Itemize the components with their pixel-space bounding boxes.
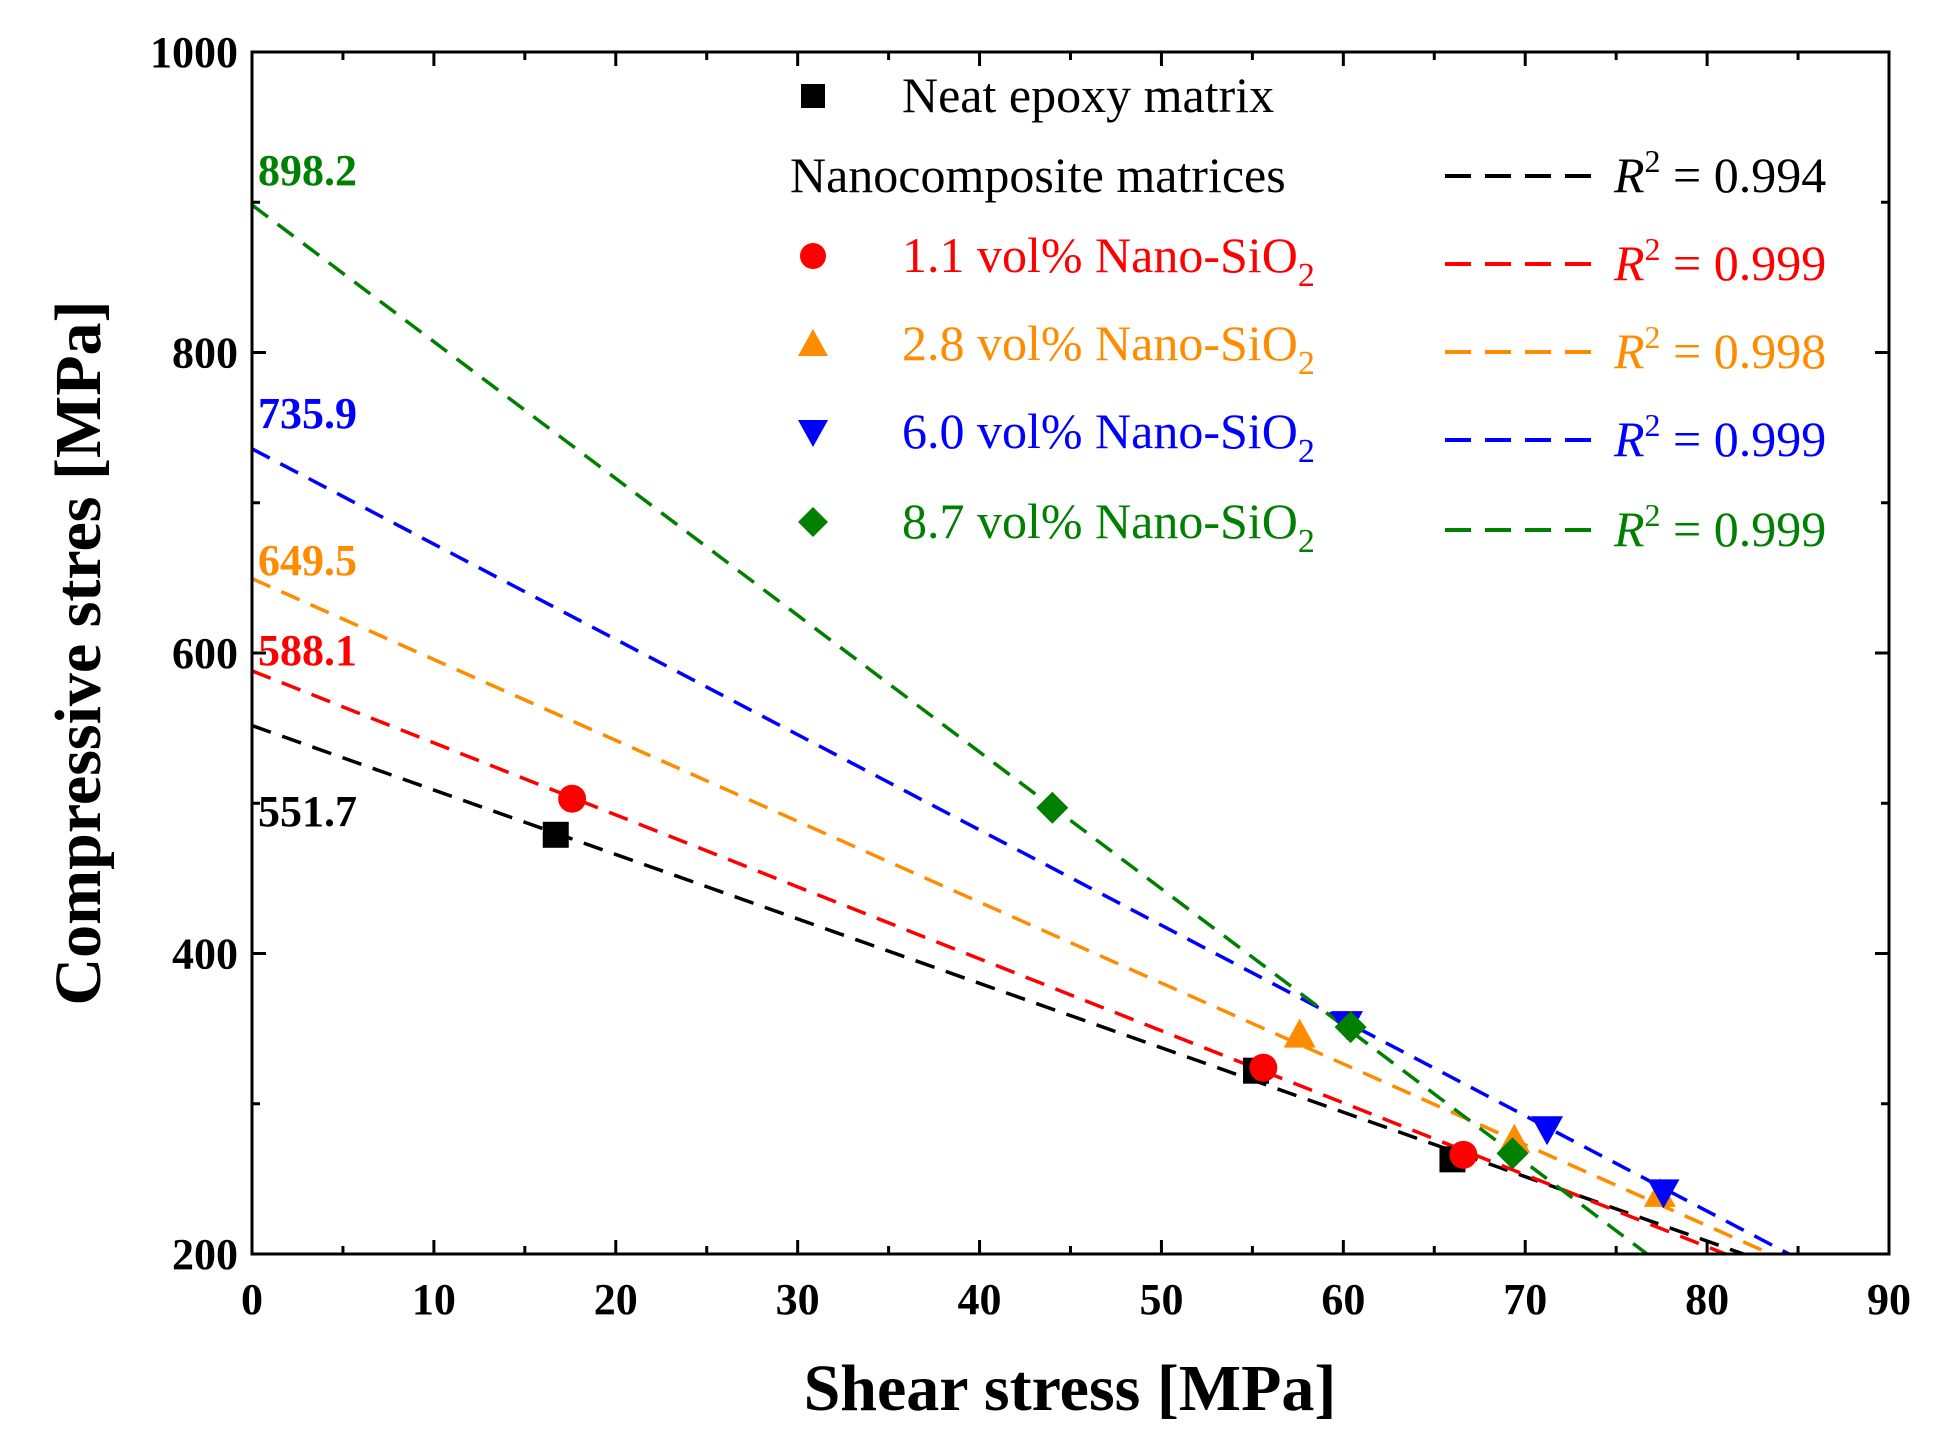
data-point xyxy=(542,821,569,848)
data-point xyxy=(798,329,828,356)
legend-header: Nanocomposite matrices xyxy=(790,147,1286,203)
fit-line xyxy=(250,203,1649,1256)
data-point xyxy=(1036,791,1069,824)
legend-label: 2.8 vol% Nano-SiO2 xyxy=(902,315,1315,382)
legend-label: 6.0 vol% Nano-SiO2 xyxy=(902,403,1315,470)
intercept-labels: 551.7 588.1 649.5 735.9 898.2 xyxy=(258,146,357,836)
legend-r2: R2 = 0.999 xyxy=(1613,407,1826,467)
y-tick-label: 400 xyxy=(172,930,238,979)
legend-r2: R2 = 0.998 xyxy=(1613,319,1826,379)
data-markers xyxy=(542,784,1680,1209)
x-tick-label: 60 xyxy=(1321,1275,1365,1324)
legend: Neat epoxy matrix Nanocomposite matrices R… xyxy=(790,67,1826,560)
y-tick-label: 600 xyxy=(172,629,238,678)
intercept-label: 649.5 xyxy=(258,536,357,585)
data-point xyxy=(800,243,826,269)
data-point xyxy=(1496,1137,1529,1170)
data-point xyxy=(1249,1053,1278,1082)
x-tick-label: 70 xyxy=(1503,1275,1547,1324)
x-tick-label: 90 xyxy=(1867,1275,1911,1324)
legend-r2: R2 = 0.994 xyxy=(1613,143,1826,203)
x-tick-label: 30 xyxy=(776,1275,820,1324)
legend-r2: R2 = 0.999 xyxy=(1613,497,1826,557)
data-point xyxy=(1283,1018,1316,1048)
y-axis-title: Compressive stres [MPa] xyxy=(42,300,115,1005)
data-point xyxy=(558,784,587,813)
intercept-label: 588.1 xyxy=(258,626,357,675)
x-tick-label: 80 xyxy=(1685,1275,1729,1324)
legend-label: 1.1 vol% Nano-SiO2 xyxy=(902,227,1315,294)
fit-line xyxy=(251,723,1745,1256)
intercept-label: 898.2 xyxy=(258,146,357,195)
intercept-label: 735.9 xyxy=(258,389,357,438)
x-tick-label: 20 xyxy=(594,1275,638,1324)
x-tick-label: 50 xyxy=(1139,1275,1183,1324)
fit-line xyxy=(251,669,1726,1256)
data-point xyxy=(1449,1140,1478,1169)
data-point xyxy=(801,84,825,108)
ticks: 0 10 20 30 40 50 60 70 80 90 200 400 600 800 1000 xyxy=(150,28,1911,1324)
legend-label: Neat epoxy matrix xyxy=(902,67,1274,123)
y-tick-label: 800 xyxy=(172,329,238,378)
x-tick-label: 0 xyxy=(241,1275,263,1324)
x-axis-title: Shear stress [MPa] xyxy=(804,1352,1337,1425)
legend-label: 8.7 vol% Nano-SiO2 xyxy=(902,493,1315,560)
data-point xyxy=(1647,1179,1680,1209)
y-tick-label: 1000 xyxy=(150,28,238,77)
fit-line xyxy=(251,447,1790,1256)
data-point xyxy=(798,420,828,447)
x-tick-label: 10 xyxy=(412,1275,456,1324)
data-point xyxy=(798,507,828,537)
fit-line xyxy=(251,577,1772,1256)
y-tick-label: 200 xyxy=(172,1230,238,1279)
intercept-label: 551.7 xyxy=(258,787,357,836)
x-tick-label: 40 xyxy=(958,1275,1002,1324)
data-point xyxy=(1334,1011,1367,1044)
legend-r2: R2 = 0.999 xyxy=(1613,231,1826,291)
data-point xyxy=(1531,1116,1564,1146)
